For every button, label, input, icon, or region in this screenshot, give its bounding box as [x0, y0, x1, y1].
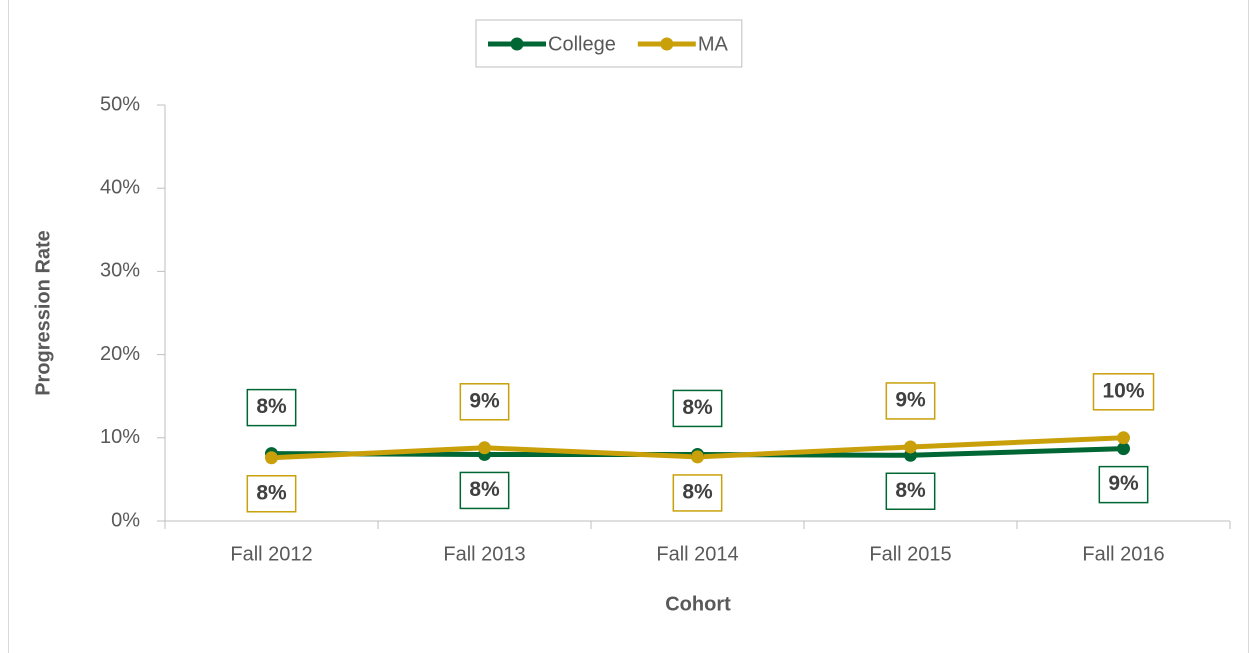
y-tick-label: 0% [111, 509, 140, 531]
data-label: 8% [459, 471, 510, 510]
data-label-text: 8% [256, 395, 287, 418]
y-axis-title: Progression Rate [32, 230, 54, 396]
data-label-text: 9% [469, 389, 500, 412]
point [478, 441, 491, 455]
x-axis-title: Cohort [665, 593, 731, 615]
y-tick-label: 20% [100, 343, 140, 365]
data-label: 9% [885, 382, 936, 420]
data-label-text: 9% [1108, 472, 1139, 495]
data-label: 8% [246, 475, 297, 513]
x-tick-label: Fall 2014 [656, 543, 738, 565]
point [691, 450, 704, 464]
legend-label: MA [698, 33, 729, 55]
data-label-box [459, 471, 510, 510]
data-label-text: 8% [682, 396, 713, 419]
y-tick-label: 10% [100, 426, 140, 448]
y-tick-label: 30% [100, 260, 140, 282]
data-label: 8% [885, 472, 936, 511]
data-label-text: 8% [256, 481, 287, 504]
data-label-box [672, 389, 723, 428]
data-label-box [459, 383, 510, 421]
data-label-box [672, 474, 723, 512]
legend-marker [660, 37, 674, 51]
y-tick-label: 50% [100, 93, 140, 115]
data-label-box [1098, 465, 1149, 504]
point [265, 451, 278, 465]
chart-border [8, 0, 1249, 653]
data-label-text: 8% [895, 479, 926, 502]
point [1117, 442, 1130, 456]
data-label-text: 10% [1102, 379, 1144, 402]
data-label: 8% [672, 474, 723, 512]
x-tick-label: Fall 2016 [1082, 543, 1164, 565]
data-label: 8% [246, 388, 297, 427]
data-label: 10% [1092, 373, 1155, 411]
data-label: 9% [1098, 465, 1149, 504]
data-label-box [246, 475, 297, 513]
data-label-text: 9% [895, 388, 926, 411]
x-tick-label: Fall 2013 [443, 543, 525, 565]
point [904, 440, 917, 454]
data-label: 8% [672, 389, 723, 428]
data-label-box [246, 388, 297, 427]
data-label-box [885, 472, 936, 511]
data-label-box [1092, 373, 1155, 411]
legend-label: College [548, 33, 616, 55]
data-label-box [885, 382, 936, 420]
data-label: 9% [459, 383, 510, 421]
data-label-text: 8% [469, 478, 500, 501]
data-label-text: 8% [682, 480, 713, 503]
x-tick-label: Fall 2012 [230, 543, 312, 565]
x-tick-label: Fall 2015 [869, 543, 951, 565]
legend: College MA [475, 19, 743, 68]
point [1117, 431, 1130, 445]
y-tick-label: 40% [100, 176, 140, 198]
legend-marker [510, 37, 524, 51]
